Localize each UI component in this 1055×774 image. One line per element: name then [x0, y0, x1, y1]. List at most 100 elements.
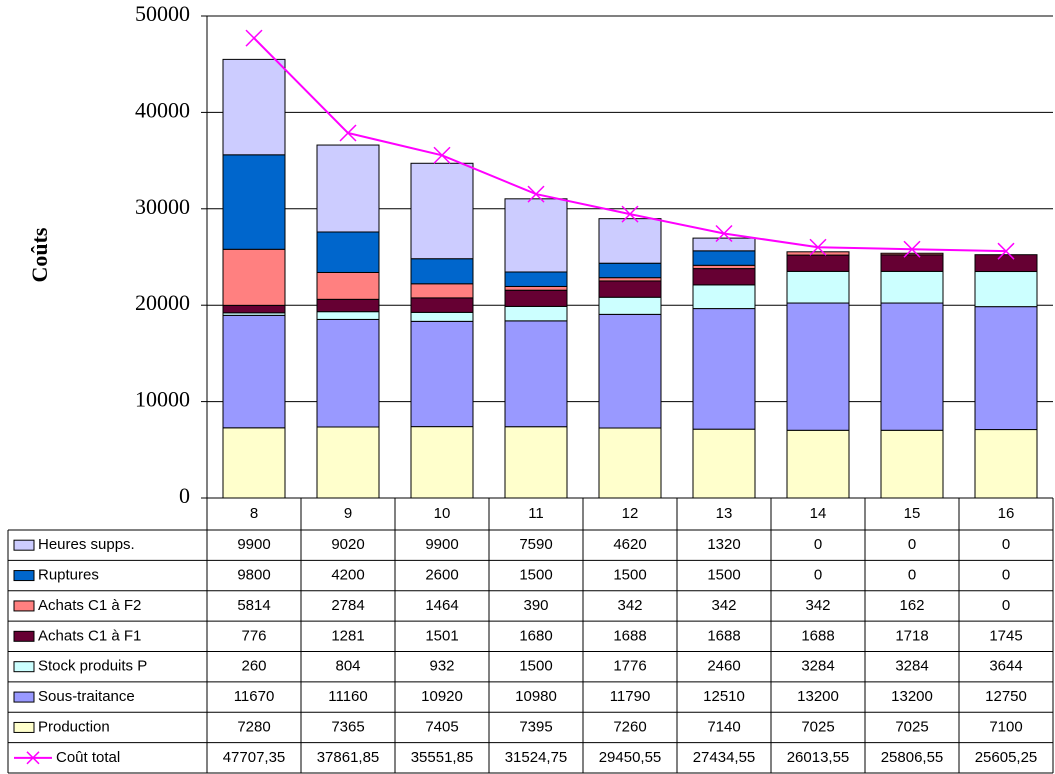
table-cell: 1500: [707, 567, 740, 584]
legend-key: [13, 539, 35, 551]
bar-segment: [410, 283, 474, 299]
bar-segment: [222, 304, 286, 314]
y-tick-label: 50000: [135, 1, 190, 26]
bar-segment: [410, 320, 474, 428]
table-cell: 776: [241, 627, 266, 644]
bar-segment: [786, 302, 850, 431]
bar-segment: [786, 429, 850, 499]
bar-segment: [880, 429, 944, 499]
table-cell: 1688: [613, 627, 646, 644]
table-cell: 9900: [425, 536, 458, 553]
table-cell: 25806,55: [881, 749, 944, 766]
x-tick-label: 12: [622, 505, 639, 522]
legend-key: [13, 691, 35, 703]
legend-label: Coût total: [56, 749, 120, 766]
bar-segment: [316, 311, 380, 320]
marker: [433, 146, 451, 164]
table-cell: 25605,25: [975, 749, 1038, 766]
table-cell: 3284: [801, 658, 834, 675]
bar-segment: [974, 254, 1038, 273]
table-cell: 7100: [989, 718, 1022, 735]
table-cell: 932: [429, 658, 454, 675]
table-cell: 5814: [237, 597, 270, 614]
x-tick-label: 8: [250, 505, 258, 522]
bar-segment: [316, 231, 380, 273]
bar-segment: [880, 270, 944, 304]
table-cell: 12510: [703, 688, 745, 705]
table-cell: 390: [523, 597, 548, 614]
legend-label: Ruptures: [38, 567, 99, 584]
bar-segment: [410, 311, 474, 322]
bar-segment: [410, 258, 474, 285]
bar-segment: [316, 271, 380, 300]
legend-label: Heures supps.: [38, 536, 135, 553]
bar-segment: [692, 308, 756, 430]
x-tick-label: 10: [434, 505, 451, 522]
legend-label: Production: [38, 718, 110, 735]
marker: [997, 242, 1015, 260]
table-cell: 7405: [425, 718, 458, 735]
legend-key: [13, 630, 35, 642]
y-axis-label: Coûts: [27, 227, 52, 282]
table-cell: 11160: [328, 688, 368, 705]
bar-segment: [880, 302, 944, 431]
table-cell: 3284: [895, 658, 928, 675]
y-tick-label: 10000: [135, 387, 190, 412]
bar-segment: [974, 306, 1038, 431]
bar-segment: [692, 268, 756, 286]
table-cell: 7280: [237, 718, 270, 735]
table-cell: 260: [241, 658, 266, 675]
table-cell: 12750: [985, 688, 1027, 705]
x-tick-label: 13: [716, 505, 733, 522]
marker: [245, 29, 263, 47]
table-cell: 9800: [237, 567, 270, 584]
bar-segment: [692, 237, 756, 252]
legend-label: Achats C1 à F1: [38, 627, 141, 644]
table-cell: 2460: [707, 658, 740, 675]
table-cell: 1281: [331, 627, 364, 644]
bar-segment: [692, 284, 756, 310]
table-cell: 1500: [613, 567, 646, 584]
table-cell: 0: [908, 536, 916, 553]
marker: [621, 205, 639, 223]
marker: [339, 124, 357, 142]
bar-segment: [410, 426, 474, 499]
table-cell: 342: [711, 597, 736, 614]
table-cell: 1501: [425, 627, 458, 644]
bar-segment: [410, 297, 474, 313]
table-cell: 1500: [519, 658, 552, 675]
table-cell: 13200: [891, 688, 933, 705]
bar-segment: [222, 58, 286, 156]
legend-key: [13, 721, 35, 733]
table-cell: 1688: [801, 627, 834, 644]
bar-segment: [316, 298, 380, 313]
bar-segment: [692, 428, 756, 499]
marker: [809, 238, 827, 256]
bar-segment: [222, 314, 286, 429]
y-tick-label: 40000: [135, 97, 190, 122]
table-cell: 7365: [331, 718, 364, 735]
table-cell: 4620: [613, 536, 646, 553]
table-cell: 35551,85: [411, 749, 474, 766]
table-cell: 7590: [519, 536, 552, 553]
bar-segment: [786, 251, 850, 256]
marker: [715, 225, 733, 243]
legend-label: Stock produits P: [38, 658, 147, 675]
bar-segment: [504, 289, 568, 307]
legend-key: [13, 600, 35, 612]
bar-segment: [598, 280, 662, 298]
bar-segment: [504, 198, 568, 273]
bar-segment: [786, 270, 850, 304]
table-cell: 0: [1002, 536, 1010, 553]
table-cell: 11670: [234, 688, 275, 705]
table-cell: 162: [899, 597, 924, 614]
y-tick-label: 30000: [135, 194, 190, 219]
legend-label: Sous-traitance: [38, 688, 135, 705]
bar-segment: [786, 254, 850, 272]
table-cell: 2784: [331, 597, 364, 614]
x-tick-label: 11: [528, 505, 544, 522]
bar-segment: [974, 271, 1038, 308]
bar-segment: [222, 427, 286, 499]
table-cell: 7025: [801, 718, 834, 735]
